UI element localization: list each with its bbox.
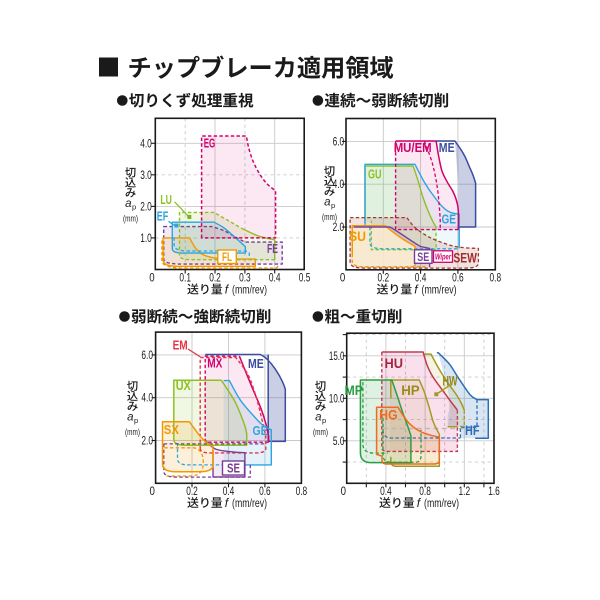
svg-text:HU: HU bbox=[385, 355, 404, 371]
svg-text:5.0: 5.0 bbox=[333, 436, 345, 448]
svg-text:p: p bbox=[331, 201, 335, 210]
svg-text:15.0: 15.0 bbox=[329, 351, 345, 363]
svg-text:6.0: 6.0 bbox=[141, 350, 153, 362]
svg-text:0: 0 bbox=[341, 486, 346, 498]
svg-text:4.0: 4.0 bbox=[140, 138, 152, 150]
svg-text:0.8: 0.8 bbox=[296, 486, 308, 498]
svg-text:2.0: 2.0 bbox=[333, 222, 345, 234]
svg-text:HG: HG bbox=[379, 407, 398, 423]
svg-text:0.4: 0.4 bbox=[223, 486, 235, 498]
svg-text:GU: GU bbox=[368, 167, 382, 182]
svg-text:GE: GE bbox=[253, 423, 268, 438]
svg-text:1.2: 1.2 bbox=[459, 486, 471, 498]
svg-text:p: p bbox=[134, 416, 138, 425]
svg-text:(mm): (mm) bbox=[123, 214, 138, 224]
svg-text:ME: ME bbox=[439, 140, 455, 155]
svg-text:HF: HF bbox=[465, 422, 480, 438]
svg-text:(mm): (mm) bbox=[313, 427, 328, 437]
svg-text:0.4: 0.4 bbox=[380, 486, 392, 498]
svg-text:MU/EM: MU/EM bbox=[394, 140, 432, 155]
svg-text:0: 0 bbox=[149, 273, 154, 285]
svg-text:LU: LU bbox=[160, 193, 172, 207]
svg-text:p: p bbox=[132, 203, 136, 212]
svg-text:a: a bbox=[127, 411, 133, 423]
svg-text:SE: SE bbox=[417, 250, 429, 264]
svg-text:EG: EG bbox=[204, 137, 216, 151]
svg-text:2.0: 2.0 bbox=[140, 201, 152, 213]
svg-text:0: 0 bbox=[340, 273, 345, 285]
svg-text:4.0: 4.0 bbox=[333, 179, 345, 191]
svg-text:0.5: 0.5 bbox=[299, 273, 311, 285]
svg-text:0.6: 0.6 bbox=[259, 486, 271, 498]
svg-text:FL: FL bbox=[222, 250, 232, 264]
svg-text:0.4: 0.4 bbox=[269, 273, 281, 285]
svg-text:HW: HW bbox=[443, 373, 459, 389]
svg-text:Wiper: Wiper bbox=[435, 253, 452, 262]
svg-text:SE: SE bbox=[227, 462, 240, 476]
svg-text:EF: EF bbox=[157, 210, 169, 224]
svg-text:0: 0 bbox=[150, 486, 155, 498]
svg-text:0.8: 0.8 bbox=[490, 273, 502, 285]
svg-text:SU: SU bbox=[349, 228, 366, 244]
svg-text:(mm): (mm) bbox=[125, 427, 140, 437]
svg-text:a: a bbox=[324, 196, 330, 208]
svg-text:0.6: 0.6 bbox=[452, 273, 464, 285]
svg-text:MP: MP bbox=[345, 382, 364, 398]
svg-text:ME: ME bbox=[248, 356, 264, 371]
svg-text:0.3: 0.3 bbox=[239, 273, 251, 285]
svg-text:0.8: 0.8 bbox=[419, 486, 431, 498]
svg-text:4.0: 4.0 bbox=[141, 393, 153, 405]
svg-text:SEW: SEW bbox=[453, 249, 477, 265]
svg-text:FE: FE bbox=[267, 242, 278, 256]
svg-text:0.2: 0.2 bbox=[209, 273, 221, 285]
svg-text:0.2: 0.2 bbox=[186, 486, 198, 498]
svg-text:f(mm/rev): f (mm/rev) bbox=[417, 496, 459, 510]
svg-text:1.0: 1.0 bbox=[140, 233, 152, 245]
svg-text:6.0: 6.0 bbox=[333, 136, 345, 148]
svg-text:EM: EM bbox=[173, 338, 188, 353]
svg-text:(mm): (mm) bbox=[322, 212, 337, 222]
svg-text:0.2: 0.2 bbox=[378, 273, 390, 285]
svg-text:a: a bbox=[125, 198, 131, 210]
svg-text:GE: GE bbox=[442, 211, 457, 226]
svg-text:10.0: 10.0 bbox=[329, 393, 345, 405]
svg-text:a: a bbox=[315, 411, 321, 423]
svg-text:SX: SX bbox=[164, 422, 179, 437]
svg-text:f(mm/rev): f (mm/rev) bbox=[414, 283, 456, 297]
svg-text:0.1: 0.1 bbox=[179, 273, 191, 285]
svg-text:f(mm/rev): f (mm/rev) bbox=[225, 496, 267, 510]
svg-text:2.0: 2.0 bbox=[141, 436, 153, 448]
svg-text:1.6: 1.6 bbox=[488, 486, 500, 498]
svg-text:f(mm/rev): f (mm/rev) bbox=[225, 283, 267, 297]
svg-text:UX: UX bbox=[176, 378, 191, 393]
svg-text:0.4: 0.4 bbox=[415, 273, 427, 285]
svg-text:HP: HP bbox=[401, 382, 420, 398]
svg-text:MX: MX bbox=[207, 355, 222, 370]
svg-text:p: p bbox=[322, 416, 326, 425]
svg-text:3.0: 3.0 bbox=[140, 170, 152, 182]
